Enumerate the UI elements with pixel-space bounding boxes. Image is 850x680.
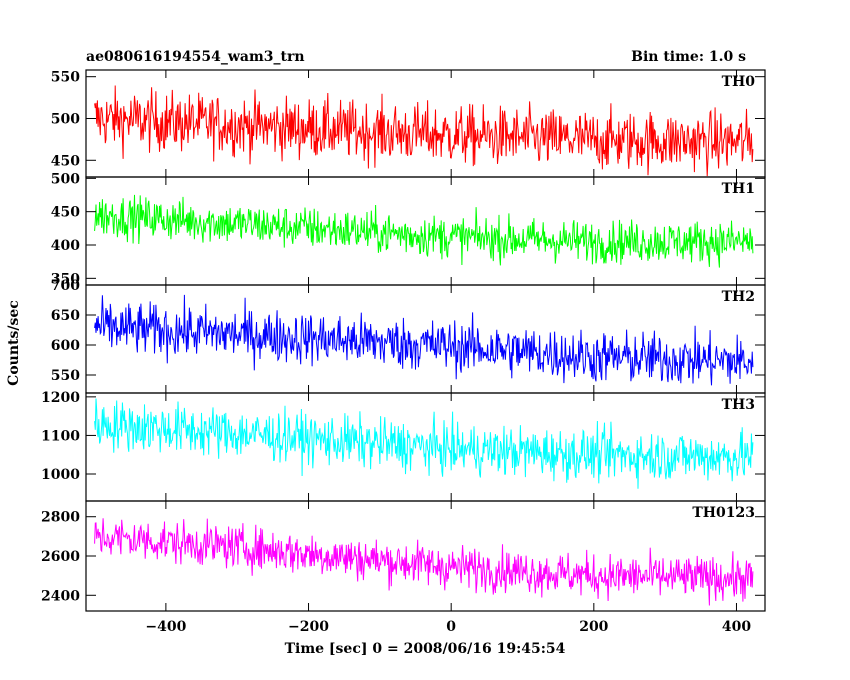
y-axis-label: Counts/sec [6,300,22,386]
series-line-th0 [94,85,754,177]
x-tick-label: −200 [288,619,329,635]
panel-th3: 1000 1100 1200 TH3 [41,390,766,502]
y-tick-label: 600 [51,338,80,354]
y-tick-label: 500 [51,171,80,187]
y-tick-label: 700 [51,278,80,294]
panel-label-th2: TH2 [722,289,755,305]
panel-th2: 550 600 650 700 TH2 [51,278,766,394]
y-tick-label: 450 [51,153,80,169]
panel-label-th3: TH3 [722,397,755,413]
series-line-th0123 [94,518,754,606]
chart-title-left: ae080616194554_wam3_trn [86,49,305,65]
x-tick-label: −400 [145,619,186,635]
x-axis-label: Time [sec] 0 = 2008/06/16 19:45:54 [285,641,566,657]
panel-label-th1: TH1 [722,181,755,197]
panel-th0123: 2400 2600 2800 TH0123 [41,500,766,612]
y-tick-label: 1000 [41,467,80,483]
y-tick-label: 350 [51,271,80,287]
y-tick-label: 450 [51,205,80,221]
x-tick-label: 200 [579,619,608,635]
y-tick-label: 2800 [41,510,80,526]
panel-th0: 450 500 550 TH0 [51,69,766,178]
chart-title-right: Bin time: 1.0 s [631,49,746,65]
panel-frame [85,500,766,612]
panel-frame [85,392,766,502]
y-tick-label: 1100 [41,428,80,444]
y-tick-label: 650 [51,308,80,324]
y-tick-label: 550 [51,70,80,86]
y-tick-label: 1200 [41,390,80,406]
series-line-th2 [94,294,754,386]
y-tick-label: 400 [51,238,80,254]
panel-label-th0: TH0 [722,74,756,90]
series-line-th1 [94,194,754,268]
series-line-th3 [94,398,754,489]
y-tick-label: 2600 [41,549,80,565]
x-tick-label: 400 [722,619,751,635]
panels: 450 500 550 TH0 350 400 450 500 TH1 550 600 650 700 T… [41,69,766,612]
y-tick-label: 550 [51,368,80,384]
panel-label-th0123: TH0123 [692,505,755,521]
y-tick-label: 2400 [41,588,80,604]
panel-th1: 350 400 450 500 TH1 [51,171,766,287]
x-axis: −400 −200 0 200 400 [145,619,751,635]
x-tick-label: 0 [446,619,456,635]
y-tick-label: 500 [51,111,80,127]
